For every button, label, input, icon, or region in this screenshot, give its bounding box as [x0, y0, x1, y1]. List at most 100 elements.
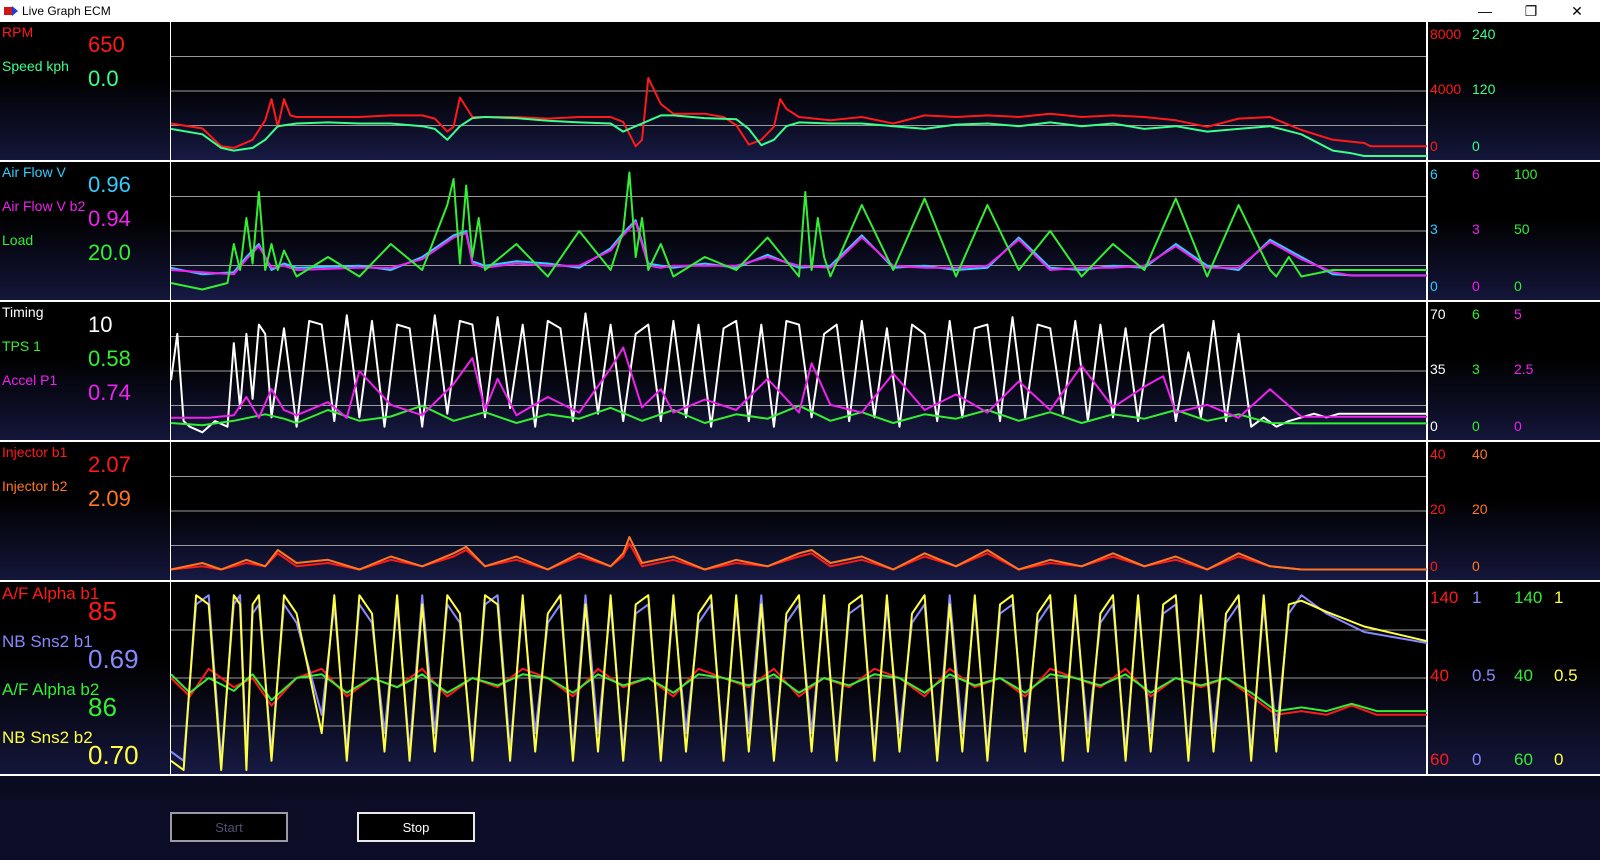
- scale-max-label: 8000: [1430, 26, 1462, 42]
- channel-label: A/F Alpha b1: [2, 584, 100, 603]
- line-chart: [170, 22, 1428, 160]
- channel-value: 2.07: [88, 452, 131, 477]
- channel-value: 0.69: [88, 644, 139, 674]
- scale-min-label: 0: [1472, 418, 1480, 434]
- scale-mid-label: 0.5: [1472, 666, 1496, 685]
- scale-min-label: 0: [1430, 558, 1438, 574]
- series-line-4: [170, 594, 1428, 771]
- scale-mid-label: 40: [1514, 666, 1533, 685]
- series-line-3: [171, 346, 1427, 419]
- restore-button[interactable]: ❐: [1524, 3, 1538, 19]
- scale-min-label: 60: [1514, 750, 1533, 769]
- scale-panel: 6 3 0 6 3 0 100 50 0: [1428, 162, 1600, 300]
- channel-value: 0.74: [88, 380, 131, 405]
- channel-value: 0.96: [88, 172, 131, 197]
- scale-mid-label: 3: [1472, 361, 1480, 377]
- scale-min-label: 0: [1472, 750, 1482, 769]
- scale-max-label: 140: [1430, 588, 1459, 607]
- scale-min-label: 0: [1430, 418, 1438, 434]
- channel-value: 2.09: [88, 486, 131, 511]
- panel-separator: [0, 300, 1600, 302]
- scale-max-label: 100: [1514, 166, 1538, 182]
- graph-panel-1: RPM 650 Speed kph 0.0 8000 4000 0 240 120 0: [0, 22, 1600, 160]
- panel-separator: [0, 160, 1600, 162]
- series-line-2: [170, 404, 1427, 427]
- series-line-2: [170, 536, 1427, 571]
- scale-max-label: 6: [1430, 166, 1438, 182]
- channel-label: Air Flow V: [2, 164, 66, 180]
- channel-value: 85: [88, 596, 117, 626]
- line-chart: [170, 162, 1428, 300]
- channel-value: 10: [88, 312, 113, 337]
- channel-label: A/F Alpha b2: [2, 680, 100, 699]
- graph-panel-3: Timing 10 TPS 1 0.58 Accel P1 0.74 70 35 0 6 3 0 5 2.…: [0, 302, 1600, 440]
- scale-mid-label: 50: [1514, 221, 1530, 237]
- scale-mid-label: 2.5: [1514, 361, 1534, 377]
- series-line-2: [170, 221, 1427, 277]
- channel-label: Speed kph: [2, 58, 69, 74]
- channel-label: Accel P1: [2, 372, 58, 388]
- series-line-3: [170, 171, 1427, 291]
- line-chart: [170, 302, 1428, 440]
- scale-mid-label: 3: [1472, 221, 1480, 237]
- channel-value: 650: [88, 32, 125, 57]
- line-chart: [170, 582, 1428, 774]
- scale-mid-label: 120: [1472, 81, 1496, 97]
- scale-mid-label: 35: [1430, 361, 1446, 377]
- series-line-1: [170, 542, 1427, 571]
- series-line-2: [170, 114, 1427, 157]
- graph-area: RPM 650 Speed kph 0.0 8000 4000 0 240 120 0 Air Fl…: [0, 22, 1600, 796]
- graph-panel-5: A/F Alpha b1 85 NB Sns2 b1 0.69 A/F Alpha b2…: [0, 582, 1600, 774]
- channel-value: 0.0: [88, 66, 119, 91]
- channel-value: 0.94: [88, 206, 131, 231]
- scale-min-label: 0: [1514, 418, 1522, 434]
- scale-min-label: 60: [1430, 750, 1449, 769]
- channel-label: NB Sns2 b1: [2, 632, 93, 651]
- channel-label: Injector b1: [2, 444, 68, 460]
- panel-separator: [0, 580, 1600, 582]
- scale-panel: 40 20 0 40 20 0: [1428, 442, 1600, 580]
- scale-mid-label: 20: [1472, 501, 1488, 517]
- line-chart: [170, 442, 1428, 580]
- scale-mid-label: 0.5: [1554, 666, 1578, 685]
- channel-value: 20.0: [88, 240, 131, 265]
- scale-mid-label: 20: [1430, 501, 1446, 517]
- channel-readout: RPM 650 Speed kph 0.0: [0, 22, 170, 160]
- scale-mid-label: 40: [1430, 666, 1449, 685]
- channel-value: 0.70: [88, 740, 139, 770]
- graph-panel-4: Injector b1 2.07 Injector b2 2.09 40 20 0 40 20 0: [0, 442, 1600, 580]
- close-button[interactable]: ✕: [1571, 3, 1583, 19]
- window-title: Live Graph ECM: [22, 4, 111, 18]
- channel-label: Load: [2, 232, 34, 248]
- control-bar: Start Stop: [0, 796, 1600, 860]
- stop-button[interactable]: Stop: [357, 812, 475, 842]
- scale-mid-label: 3: [1430, 221, 1438, 237]
- channel-label: Air Flow V b2: [2, 198, 86, 214]
- panel-separator: [0, 440, 1600, 442]
- channel-label: TPS 1: [2, 338, 41, 354]
- series-line-1: [170, 312, 1427, 434]
- panel-separator: [0, 774, 1600, 776]
- scale-min-label: 0: [1514, 278, 1522, 294]
- scale-min-label: 0: [1472, 558, 1480, 574]
- scale-mid-label: 4000: [1430, 81, 1462, 97]
- scale-min-label: 0: [1430, 278, 1438, 294]
- scale-panel: 8000 4000 0 240 120 0: [1428, 22, 1600, 160]
- scale-max-label: 70: [1430, 306, 1446, 322]
- minimize-button[interactable]: —: [1478, 3, 1492, 19]
- channel-readout: A/F Alpha b1 85 NB Sns2 b1 0.69 A/F Alpha b2…: [0, 582, 170, 774]
- scale-min-label: 0: [1472, 278, 1480, 294]
- channel-label: Timing: [2, 304, 44, 320]
- channel-value: 86: [88, 692, 117, 722]
- channel-label: Injector b2: [2, 478, 68, 494]
- scale-max-label: 40: [1472, 446, 1488, 462]
- channel-readout: Injector b1 2.07 Injector b2 2.09: [0, 442, 170, 580]
- channel-readout: Timing 10 TPS 1 0.58 Accel P1 0.74: [0, 302, 170, 440]
- scale-max-label: 6: [1472, 306, 1480, 322]
- scale-min-label: 0: [1472, 138, 1480, 154]
- scale-panel: 140 40 60 1 0.5 0 140 40 60 1 0.5 0: [1428, 582, 1600, 774]
- scale-min-label: 0: [1430, 138, 1438, 154]
- scale-max-label: 40: [1430, 446, 1446, 462]
- start-button[interactable]: Start: [170, 812, 288, 842]
- channel-value: 0.58: [88, 346, 131, 371]
